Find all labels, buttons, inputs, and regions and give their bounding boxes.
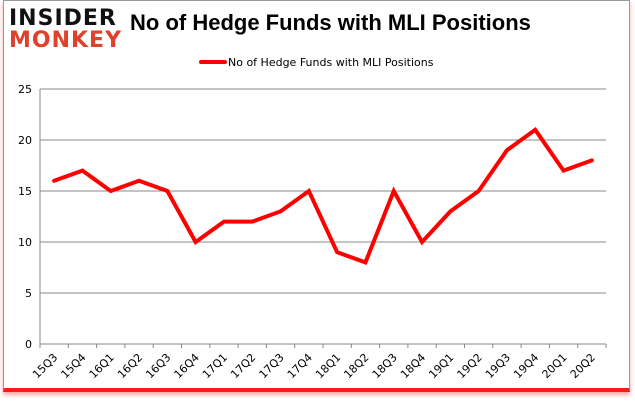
x-tick-label: 18Q4: [398, 351, 428, 381]
chart-title: No of Hedge Funds with MLI Positions: [130, 10, 531, 35]
x-tick-label: 17Q2: [228, 351, 258, 381]
x-tick-label: 18Q2: [341, 351, 371, 381]
y-tick-label: 15: [18, 185, 32, 198]
x-tick-label: 15Q3: [30, 351, 60, 381]
x-tick-label: 17Q3: [257, 351, 287, 381]
x-tick-label: 17Q1: [200, 351, 230, 381]
x-tick-label: 19Q3: [483, 351, 513, 381]
logo-line-1: INSIDER: [9, 6, 117, 31]
x-tick-label: 19Q1: [426, 351, 456, 381]
x-tick-label: 15Q4: [58, 351, 88, 381]
y-tick-label: 10: [18, 236, 32, 249]
y-tick-label: 0: [25, 338, 32, 351]
x-tick-label: 16Q2: [115, 351, 145, 381]
legend-label: No of Hedge Funds with MLI Positions: [228, 56, 434, 69]
series-line: [52, 126, 594, 265]
logo-line-2: MONKEY: [9, 28, 123, 53]
x-tick-label: 19Q4: [511, 351, 541, 381]
x-tick-label: 16Q3: [143, 351, 173, 381]
insider-monkey-logo: INSIDER MONKEY: [9, 6, 123, 54]
x-tick-label: 18Q3: [370, 351, 400, 381]
y-tick-label: 20: [18, 134, 32, 147]
x-tick-label: 16Q4: [172, 351, 202, 381]
x-tick-label: 16Q1: [87, 351, 117, 381]
x-tick-label: 17Q4: [285, 351, 315, 381]
y-tick-label: 5: [25, 287, 32, 300]
x-tick-label: 18Q1: [313, 351, 343, 381]
chart-frame: [3, 0, 630, 392]
x-tick-label: 19Q2: [455, 351, 485, 381]
x-tick-label: 20Q1: [540, 351, 570, 381]
x-tick-label: 20Q2: [568, 351, 598, 381]
y-tick-label: 25: [18, 83, 32, 96]
